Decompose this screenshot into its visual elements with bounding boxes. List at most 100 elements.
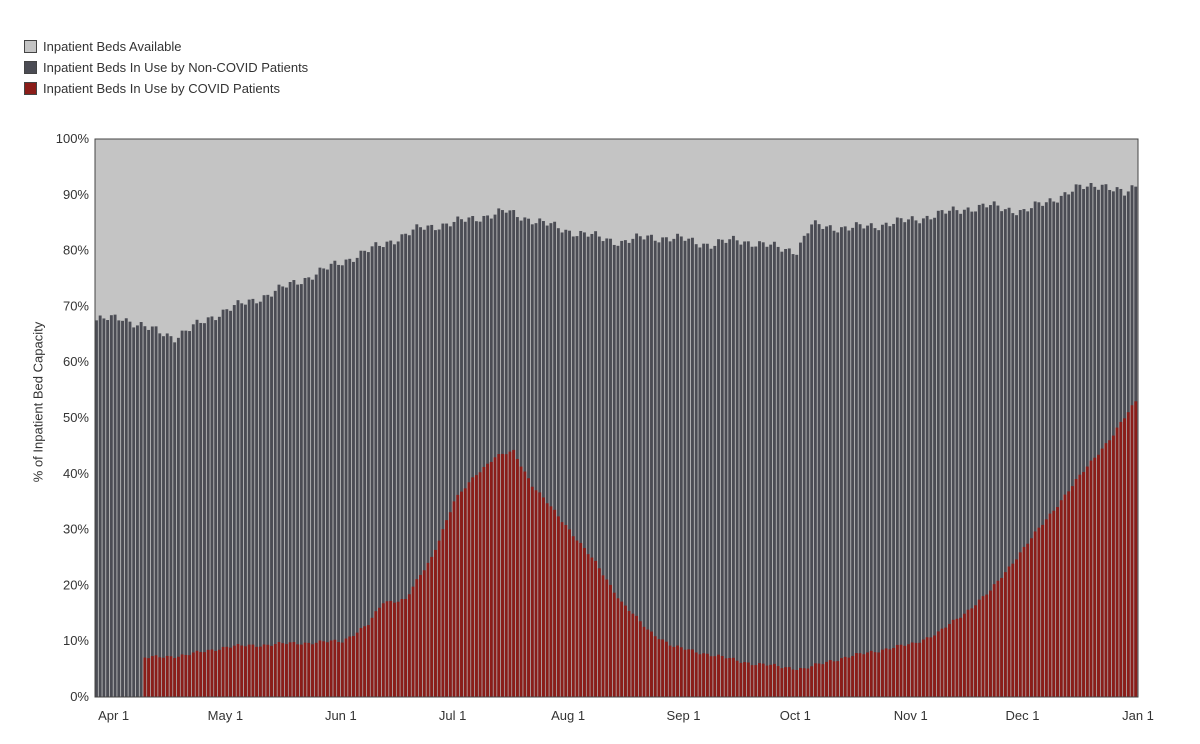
bar-covid xyxy=(858,653,862,697)
bar-covid xyxy=(612,592,616,697)
bar-covid xyxy=(966,609,970,697)
bar-covid xyxy=(836,661,840,697)
bar-non-covid xyxy=(370,246,374,697)
bar-covid xyxy=(869,650,873,697)
bar-covid xyxy=(303,642,307,697)
bar-non-covid xyxy=(266,294,270,697)
bar-covid xyxy=(162,657,165,697)
bar-non-covid xyxy=(668,241,672,697)
bar-non-covid xyxy=(638,236,642,698)
bar-non-covid xyxy=(497,208,501,697)
bar-covid xyxy=(925,637,929,697)
legend-swatch-non-covid xyxy=(24,61,37,74)
bar-non-covid xyxy=(933,217,937,698)
bar-non-covid xyxy=(258,301,262,697)
bar-non-covid xyxy=(1059,195,1063,697)
bar-non-covid xyxy=(1048,198,1052,697)
bar-covid xyxy=(530,486,534,697)
bar-non-covid xyxy=(270,296,273,697)
bar-covid xyxy=(691,649,694,697)
legend-item-beds-available[interactable]: Inpatient Beds Available xyxy=(24,36,308,57)
bar-covid xyxy=(210,649,214,697)
y-tick-label: 100% xyxy=(56,131,90,146)
bar-non-covid xyxy=(888,226,892,697)
legend-item-non-covid[interactable]: Inpatient Beds In Use by Non-COVID Patie… xyxy=(24,57,308,78)
bar-non-covid xyxy=(895,217,899,697)
plot-border xyxy=(94,138,1139,698)
bar-covid xyxy=(493,457,497,697)
bar-non-covid xyxy=(441,223,445,697)
bar-covid xyxy=(378,607,382,697)
bar-covid xyxy=(821,664,825,697)
bar-non-covid xyxy=(359,250,363,697)
bar-non-covid xyxy=(389,240,393,698)
bar-non-covid xyxy=(325,269,329,697)
bar-non-covid xyxy=(698,247,702,697)
bar-covid xyxy=(1070,486,1074,697)
bar-covid xyxy=(806,668,810,697)
bar-non-covid xyxy=(1070,191,1074,698)
bar-covid xyxy=(724,658,728,697)
bar-covid xyxy=(940,628,944,697)
bar-covid xyxy=(407,594,411,697)
bar-non-covid xyxy=(739,244,743,697)
bar-non-covid xyxy=(154,326,158,697)
bar-non-covid xyxy=(836,232,840,698)
bar-covid xyxy=(296,644,300,697)
bar-covid xyxy=(359,628,363,697)
bar-non-covid xyxy=(713,245,717,697)
bar-covid xyxy=(1119,421,1123,697)
bar-non-covid xyxy=(672,238,676,698)
bar-covid xyxy=(1078,474,1082,697)
bar-covid xyxy=(240,645,244,697)
bar-covid xyxy=(214,651,218,697)
bar-covid xyxy=(974,605,978,697)
bar-covid xyxy=(1044,519,1048,697)
bar-non-covid xyxy=(128,321,132,697)
bar-covid xyxy=(244,646,247,697)
bar-non-covid xyxy=(564,229,568,697)
bar-non-covid xyxy=(337,264,341,697)
bar-non-covid xyxy=(460,219,463,697)
bar-covid xyxy=(866,652,869,697)
bar-non-covid xyxy=(352,261,355,697)
bar-non-covid xyxy=(318,267,322,697)
bar-covid xyxy=(143,657,147,697)
bar-covid xyxy=(817,663,821,697)
bar-non-covid xyxy=(1067,194,1071,697)
bar-non-covid xyxy=(333,260,337,697)
bar-covid xyxy=(1097,454,1100,697)
bar-non-covid xyxy=(1011,213,1015,697)
bar-non-covid xyxy=(493,214,497,697)
bar-non-covid xyxy=(903,222,907,697)
y-tick-label: 40% xyxy=(63,466,89,481)
bar-covid xyxy=(761,663,765,697)
bar-non-covid xyxy=(400,234,404,697)
bar-non-covid xyxy=(419,227,422,697)
bar-covid xyxy=(601,575,605,697)
bar-non-covid xyxy=(530,224,534,697)
bar-covid xyxy=(173,658,177,697)
bar-non-covid xyxy=(817,224,821,698)
bar-covid xyxy=(348,636,352,697)
bar-covid xyxy=(433,549,437,697)
bar-non-covid xyxy=(985,207,989,698)
bar-non-covid xyxy=(314,274,318,697)
bar-non-covid xyxy=(851,227,855,698)
legend-item-covid[interactable]: Inpatient Beds In Use by COVID Patients xyxy=(24,78,308,99)
bar-non-covid xyxy=(1074,184,1078,698)
bar-covid xyxy=(266,644,270,697)
bar-non-covid xyxy=(605,238,609,697)
y-tick-label: 80% xyxy=(63,243,89,258)
bar-covid xyxy=(813,663,817,697)
bar-covid xyxy=(668,645,672,697)
bar-covid xyxy=(393,602,396,697)
bar-non-covid xyxy=(221,309,225,697)
bar-non-covid xyxy=(631,238,635,697)
bar-covid xyxy=(702,653,706,697)
bar-covid xyxy=(981,596,985,697)
bar-covid xyxy=(188,655,192,697)
bar-non-covid xyxy=(329,263,333,697)
x-tick-label: Jul 1 xyxy=(439,708,466,723)
bar-non-covid xyxy=(244,304,247,697)
